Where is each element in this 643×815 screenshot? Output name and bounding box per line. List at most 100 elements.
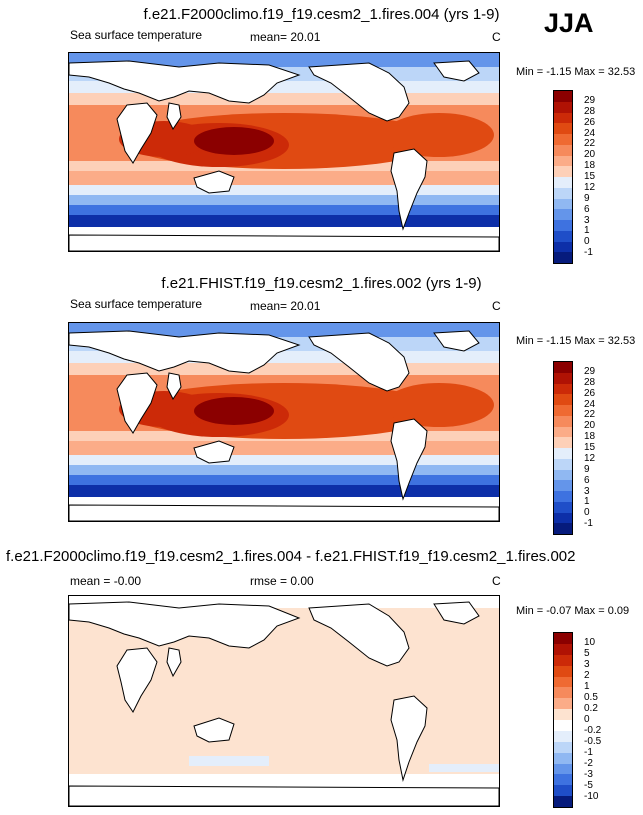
colorbar-level-label: -10	[584, 791, 599, 802]
colorbar-swatch	[554, 730, 572, 742]
colorbar-swatch	[554, 437, 572, 448]
colorbar-level-label: 20	[584, 149, 596, 161]
colorbar-swatch	[554, 785, 572, 797]
colorbar-level-label: 2	[584, 670, 590, 681]
panel-2-map	[68, 322, 500, 522]
colorbar-level-label: -0.2	[584, 725, 602, 736]
colorbar-swatch	[554, 144, 572, 156]
colorbar-level-label: 1	[584, 496, 590, 508]
colorbar-swatch	[554, 198, 572, 210]
colorbar-swatch	[554, 177, 572, 188]
colorbar-swatch	[554, 665, 572, 677]
season-label: JJA	[544, 8, 594, 38]
panel-3-colorbar	[553, 632, 573, 808]
colorbar-swatch	[554, 654, 572, 666]
colorbar-level-label: 3	[584, 214, 590, 226]
panel-3-rmse: rmse = 0.00	[250, 574, 314, 588]
colorbar-swatch	[554, 112, 572, 124]
colorbar-level-label: 3	[584, 659, 590, 670]
colorbar-level-label: 0.5	[584, 692, 598, 703]
colorbar-level-label: -3	[584, 769, 593, 780]
colorbar-swatch	[554, 501, 572, 513]
panel-1-map	[68, 52, 500, 252]
panel-3-map	[68, 595, 500, 807]
colorbar-level-label: 0	[584, 507, 590, 519]
colorbar-swatch	[554, 796, 572, 807]
colorbar-swatch	[554, 101, 572, 113]
colorbar-swatch	[554, 480, 572, 491]
colorbar-level-label: 29	[584, 365, 596, 377]
colorbar-level-label: 26	[584, 387, 596, 399]
colorbar-swatch	[554, 415, 572, 427]
colorbar-swatch	[554, 491, 572, 502]
panel-3-units: C	[492, 574, 501, 588]
panel-1-colorbar	[553, 90, 573, 264]
colorbar-level-label: 15	[584, 442, 596, 453]
colorbar-swatch	[554, 448, 572, 459]
colorbar-swatch	[554, 405, 572, 416]
colorbar-swatch	[554, 709, 572, 720]
colorbar-level-label: 18	[584, 160, 596, 172]
colorbar-swatch	[554, 220, 572, 231]
colorbar-swatch	[554, 91, 572, 102]
colorbar-swatch	[554, 458, 572, 470]
colorbar-swatch	[554, 362, 572, 373]
colorbar-swatch	[554, 633, 572, 644]
colorbar-swatch	[554, 676, 572, 688]
panel-3-map-svg	[69, 596, 499, 806]
colorbar-swatch	[554, 383, 572, 395]
panel-2-minmax: Min = -1.15 Max = 32.53	[516, 335, 636, 347]
colorbar-swatch	[554, 741, 572, 753]
colorbar-level-label: 1	[584, 225, 590, 237]
colorbar-level-label: -5	[584, 780, 593, 791]
colorbar-level-label: -0.5	[584, 736, 602, 747]
colorbar-swatch	[554, 698, 572, 710]
colorbar-swatch	[554, 134, 572, 145]
colorbar-swatch	[554, 166, 572, 177]
colorbar-swatch	[554, 187, 572, 199]
panel-2-variable-label: Sea surface temperature	[70, 297, 203, 311]
colorbar-level-label: 0	[584, 236, 590, 248]
panel-1-variable-label: Sea surface temperature	[70, 28, 203, 42]
colorbar-swatch	[554, 512, 572, 524]
colorbar-swatch	[554, 774, 572, 786]
colorbar-swatch	[554, 720, 572, 731]
panel-1-units: C	[492, 30, 501, 44]
colorbar-swatch	[554, 426, 572, 438]
colorbar-swatch	[554, 752, 572, 764]
colorbar-swatch	[554, 155, 572, 167]
panel-2-map-svg	[69, 323, 499, 521]
colorbar-swatch	[554, 469, 572, 481]
colorbar-level-label: 5	[584, 648, 590, 659]
colorbar-level-label: 12	[584, 452, 596, 464]
colorbar-swatch	[554, 687, 572, 699]
panel-2-units: C	[492, 299, 501, 313]
colorbar-level-label: 6	[584, 203, 590, 215]
colorbar-level-label: -1	[584, 247, 593, 259]
colorbar-swatch	[554, 763, 572, 775]
colorbar-level-label: 6	[584, 474, 590, 486]
colorbar-level-label: 1	[584, 681, 590, 692]
colorbar-level-label: 9	[584, 463, 590, 475]
colorbar-swatch	[554, 252, 572, 263]
colorbar-level-label: 22	[584, 138, 596, 150]
panel-1-map-svg	[69, 53, 499, 251]
colorbar-level-label: 18	[584, 431, 596, 443]
colorbar-level-label: -1	[584, 747, 593, 758]
colorbar-level-label: -2	[584, 758, 593, 769]
colorbar-swatch	[554, 123, 572, 134]
panel-2-mean: mean= 20.01	[250, 299, 321, 313]
colorbar-level-label: 10	[584, 637, 596, 648]
colorbar-swatch	[554, 394, 572, 405]
colorbar-level-label: 20	[584, 420, 596, 432]
colorbar-level-label: 22	[584, 409, 596, 421]
colorbar-swatch	[554, 372, 572, 384]
colorbar-level-label: 28	[584, 376, 596, 388]
panel-3-mean: mean = -0.00	[70, 574, 142, 588]
colorbar-level-label: 3	[584, 485, 590, 497]
panel-2-title: f.e21.FHIST.f19_f19.cesm2_1.fires.002 (y…	[161, 275, 482, 292]
colorbar-level-label: 26	[584, 116, 596, 128]
panel-1-minmax: Min = -1.15 Max = 32.53	[516, 66, 636, 78]
colorbar-level-label: 0	[584, 714, 590, 725]
colorbar-swatch	[554, 241, 572, 253]
